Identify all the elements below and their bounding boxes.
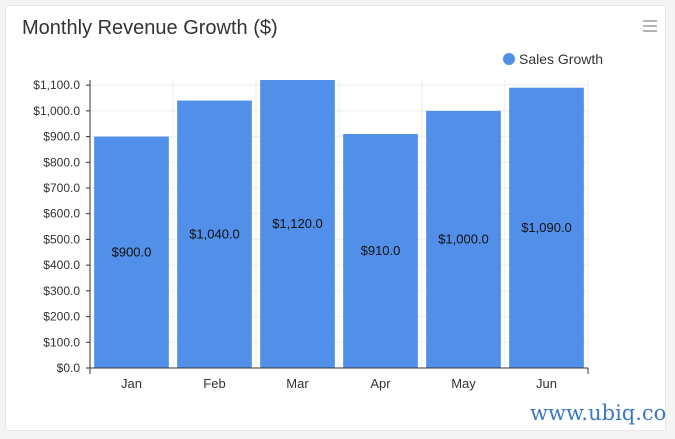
y-tick-label: $200.0 — [43, 310, 80, 324]
y-tick-label: $1,000.0 — [33, 104, 80, 118]
data-label: $900.0 — [112, 244, 152, 259]
bar-feb — [177, 100, 252, 369]
y-tick-label: $1,100.0 — [33, 78, 80, 92]
y-tick-label: $700.0 — [43, 181, 80, 195]
legend-swatch — [503, 53, 515, 65]
y-tick-label: $500.0 — [43, 232, 80, 246]
x-tick-label: Mar — [286, 376, 309, 391]
y-tick-label: $900.0 — [43, 130, 80, 144]
legend-label: Sales Growth — [519, 51, 603, 67]
y-tick-label: $0.0 — [57, 361, 81, 375]
chart-title: Monthly Revenue Growth ($) — [22, 17, 278, 39]
hamburger-menu-icon[interactable] — [643, 20, 657, 33]
bar-jun — [509, 87, 584, 368]
bar-apr — [343, 134, 418, 368]
x-tick-label: Jun — [536, 376, 557, 391]
x-tick-label: Apr — [370, 376, 391, 391]
x-tick-label: Feb — [203, 376, 225, 391]
menu-line — [643, 25, 657, 27]
bar-may — [426, 110, 501, 368]
y-tick-label: $400.0 — [43, 258, 80, 272]
menu-line — [643, 30, 657, 32]
y-tick-label: $800.0 — [43, 155, 80, 169]
y-tick-label: $100.0 — [43, 335, 80, 349]
data-label: $1,040.0 — [189, 226, 240, 241]
bar-mar — [260, 80, 335, 368]
data-label: $1,120.0 — [272, 216, 323, 231]
x-tick-label: May — [451, 376, 476, 391]
watermark: www.ubiq.co — [530, 401, 667, 425]
y-tick-label: $600.0 — [43, 207, 80, 221]
data-label: $1,090.0 — [521, 220, 572, 235]
x-tick-label: Jan — [121, 376, 142, 391]
y-tick-label: $300.0 — [43, 284, 80, 298]
data-label: $910.0 — [361, 243, 401, 258]
menu-line — [643, 20, 657, 22]
bar-jan — [94, 136, 169, 368]
data-label: $1,000.0 — [438, 231, 489, 246]
